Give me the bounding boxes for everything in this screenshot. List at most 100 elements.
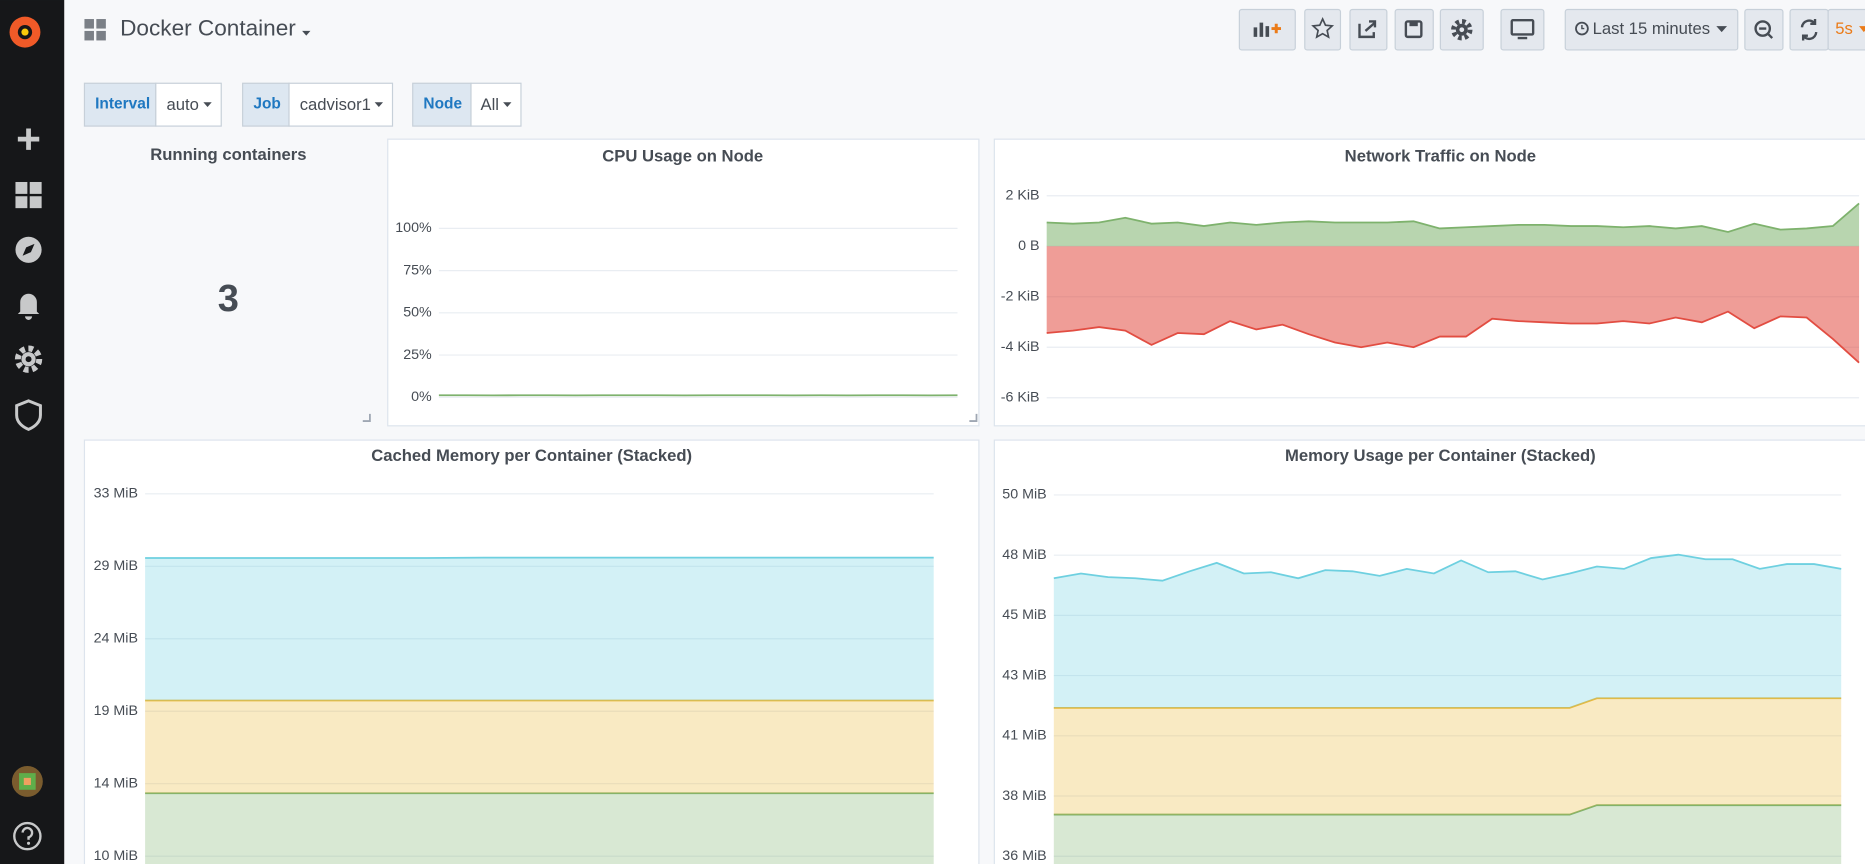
variable-job[interactable]: Job cadvisor1 (242, 82, 394, 127)
save-icon-label (1409, 21, 1418, 27)
square (96, 19, 106, 29)
y-tick-label: -4 KiB (1001, 339, 1040, 355)
series-area (1046, 246, 1860, 363)
variable-interval[interactable]: Interval auto (83, 82, 222, 127)
caret (203, 102, 212, 108)
monitor-icon (1510, 19, 1535, 36)
button (1564, 8, 1739, 51)
panel-title[interactable]: Network Traffic on Node (1345, 146, 1536, 165)
caret (302, 30, 311, 36)
y-tick-label: 43 MiB (1002, 667, 1046, 683)
time-range: Last 15 minutes (1593, 19, 1710, 38)
series-line (1053, 553, 1842, 582)
gear-hole (25, 356, 32, 363)
variable-value-box (470, 82, 522, 127)
gear (14, 345, 43, 373)
y-tick-label: 25% (403, 347, 432, 363)
variable-value: All (481, 95, 500, 114)
y-tick-label: 41 MiB (1002, 728, 1046, 744)
tv-mode-button[interactable] (1500, 8, 1545, 51)
y-tick-label: 45 MiB (1002, 607, 1046, 623)
y-tick-label: 2 KiB (1005, 188, 1039, 204)
help-ring (13, 821, 42, 851)
variable-label-box (242, 82, 290, 127)
clock-hands (1581, 24, 1585, 30)
square (15, 196, 28, 209)
save-button[interactable] (1394, 8, 1434, 51)
stat-panel: Running containers 3 (150, 145, 371, 422)
y-tick-label: 75% (403, 262, 432, 278)
dashboard-picker[interactable]: Docker Container (84, 16, 311, 41)
caret (1859, 26, 1865, 33)
caret (503, 102, 512, 108)
settings-button[interactable] (1439, 8, 1484, 51)
star-button[interactable] (1304, 8, 1342, 51)
grafana-logo[interactable] (9, 16, 41, 48)
y-tick-label: 24 MiB (94, 631, 138, 647)
variable-value: auto (167, 95, 199, 114)
caret (374, 102, 383, 108)
refresh-interval[interactable]: 5s (1827, 8, 1865, 51)
time-picker[interactable]: Last 15 minutes (1564, 8, 1739, 51)
explore-icon[interactable] (15, 236, 42, 263)
sidebar (0, 0, 65, 864)
series-line (1046, 310, 1860, 364)
button (1304, 8, 1342, 51)
panel-title[interactable]: Cached Memory per Container (Stacked) (371, 446, 692, 465)
y-tick-label: 29 MiB (94, 558, 138, 574)
help-dot (26, 841, 31, 845)
resize-handle[interactable] (969, 413, 978, 422)
square (15, 181, 28, 194)
config-icon[interactable] (14, 345, 43, 373)
magnifier (1754, 20, 1772, 37)
create-icon[interactable] (17, 128, 40, 150)
refresh-button[interactable] (1789, 8, 1829, 51)
variable-node[interactable]: Node All (412, 82, 522, 127)
help-icon[interactable] (13, 821, 42, 851)
shield-icon[interactable] (15, 399, 42, 431)
series-line (1053, 697, 1842, 709)
series-area (145, 557, 934, 701)
series-area (1046, 203, 1860, 247)
y-tick-label: 50% (403, 305, 432, 321)
stat-value: 3 (218, 278, 239, 320)
dashboard-title: Docker Container (120, 16, 296, 41)
gear-hole (1459, 27, 1465, 33)
avatar-pattern (23, 777, 31, 786)
panel (387, 138, 980, 427)
panel-title[interactable]: CPU Usage on Node (602, 146, 763, 165)
y-tick-label: 48 MiB (1002, 547, 1046, 563)
variable-label-box (83, 82, 157, 127)
square (29, 196, 42, 209)
series-line (1053, 804, 1842, 816)
panel-title[interactable]: Running containers (150, 145, 306, 164)
square (84, 30, 94, 41)
share-icon (1358, 20, 1377, 39)
variable-label: Node (423, 96, 462, 113)
series-area (1053, 698, 1842, 815)
series-area (145, 700, 934, 794)
alerting-icon[interactable] (17, 293, 40, 320)
series-area (145, 793, 934, 864)
button (1500, 8, 1545, 51)
user-avatar[interactable] (11, 765, 43, 797)
gear-icon (1451, 19, 1473, 41)
plus-icon (1271, 23, 1281, 34)
square (84, 19, 94, 29)
y-tick-label: 0% (411, 389, 432, 405)
dashboards-icon[interactable] (15, 181, 42, 209)
series-line (1046, 202, 1860, 233)
bars-icon (1253, 22, 1270, 37)
refresh-icon (1800, 19, 1818, 41)
resize-handle[interactable] (362, 413, 371, 422)
refresh-rate: 5s (1835, 19, 1853, 38)
y-tick-label: 100% (395, 220, 432, 236)
variable-label: Interval (95, 96, 150, 113)
panel-title[interactable]: Memory Usage per Container (Stacked) (1285, 446, 1596, 465)
share-button[interactable] (1349, 8, 1388, 51)
zoom-out-button[interactable] (1744, 8, 1784, 51)
series-area (1053, 554, 1842, 708)
add-panel-button[interactable] (1238, 8, 1296, 51)
variable-value-box (155, 82, 222, 127)
